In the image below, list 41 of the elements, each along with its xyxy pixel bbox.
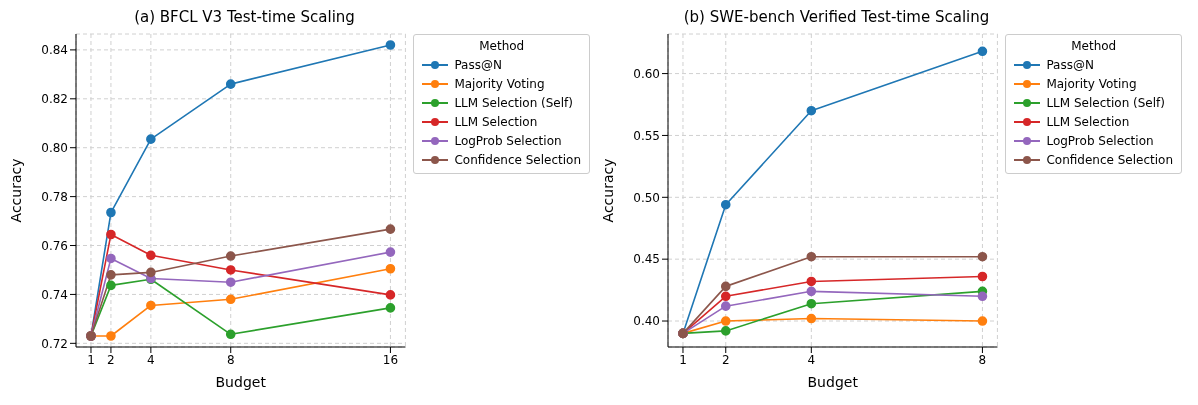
legend-label: LLM Selection <box>454 114 538 129</box>
x-tick-label: 8 <box>978 352 987 367</box>
y-tick-label: 0.55 <box>633 128 660 143</box>
legend-label: Majority Voting <box>454 76 545 91</box>
y-tick-label: 0.84 <box>41 43 68 58</box>
y-tick-label: 0.60 <box>633 66 660 81</box>
x-tick-label: 8 <box>226 352 235 367</box>
y-tick-label: 0.50 <box>633 190 660 205</box>
legend-label: Confidence Selection <box>454 152 581 167</box>
chart-title: (a) BFCL V3 Test-time Scaling <box>133 8 356 28</box>
y-tick-label: 0.80 <box>41 140 68 155</box>
legend-label: Majority Voting <box>1046 76 1137 91</box>
y-tick-label: 0.76 <box>41 238 68 253</box>
y-tick-label: 0.82 <box>41 92 68 107</box>
x-tick-label: 1 <box>87 352 95 367</box>
x-tick-label: 16 <box>382 352 399 367</box>
x-axis-title: Budget <box>807 374 859 390</box>
legend-label: LLM Selection (Self) <box>454 95 573 110</box>
legend-label: LogProb Selection <box>1046 133 1154 148</box>
legend-title: Method <box>478 39 526 53</box>
x-tick-label: 4 <box>807 352 816 367</box>
y-tick-label: 0.72 <box>41 336 68 351</box>
legend-label: Confidence Selection <box>1046 152 1173 167</box>
x-tick-label: 4 <box>147 352 155 367</box>
legend-title: Method <box>1070 39 1118 53</box>
x-tick-label: 1 <box>679 352 687 367</box>
legend-label: LLM Selection <box>1046 114 1130 129</box>
x-axis-title: Budget <box>215 374 267 390</box>
y-axis-title: Accuracy <box>599 158 616 223</box>
x-tick-label: 2 <box>107 352 115 367</box>
legend-label: LogProb Selection <box>454 133 562 148</box>
x-tick-label: 2 <box>721 352 730 367</box>
legend-label: LLM Selection (Self) <box>1046 95 1165 110</box>
legend-label: Pass@N <box>1046 57 1094 72</box>
y-tick-label: 0.45 <box>633 252 660 267</box>
y-axis-title: Accuracy <box>7 158 24 223</box>
y-tick-label: 0.40 <box>633 314 660 329</box>
y-tick-label: 0.78 <box>41 189 68 204</box>
y-tick-label: 0.74 <box>41 287 68 302</box>
legend-label: Pass@N <box>454 57 502 72</box>
chart-title: (b) SWE-bench Verified Test-time Scaling <box>682 8 991 28</box>
